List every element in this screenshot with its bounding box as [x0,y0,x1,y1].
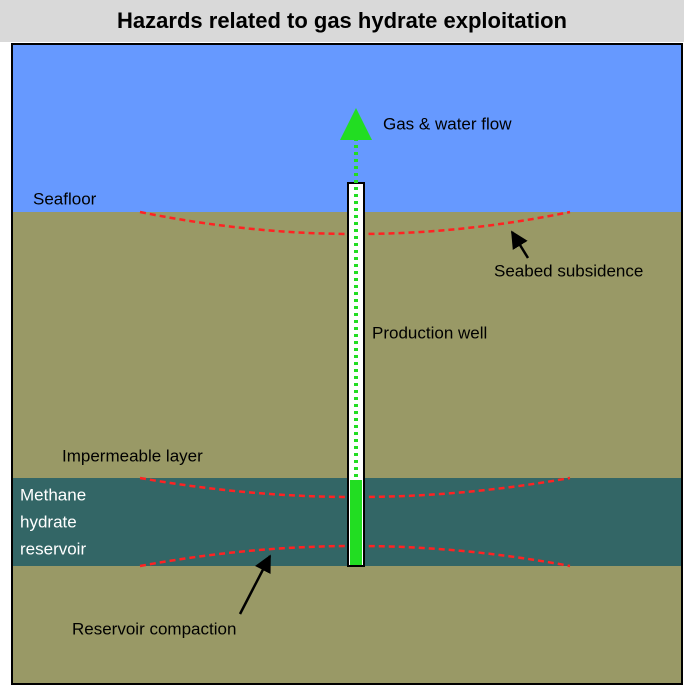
label: Impermeable layer [62,446,203,465]
title: Hazards related to gas hydrate exploitat… [117,8,567,33]
label: Gas & water flow [383,114,512,133]
label: Production well [372,323,487,342]
label: Seafloor [33,189,97,208]
label: hydrate [20,512,77,531]
label: Methane [20,485,86,504]
gas-in-well [350,480,362,565]
label: reservoir [20,539,86,558]
diagram: Hazards related to gas hydrate exploitat… [0,0,684,686]
label: Reservoir compaction [72,619,236,638]
label: Seabed subsidence [494,261,643,280]
